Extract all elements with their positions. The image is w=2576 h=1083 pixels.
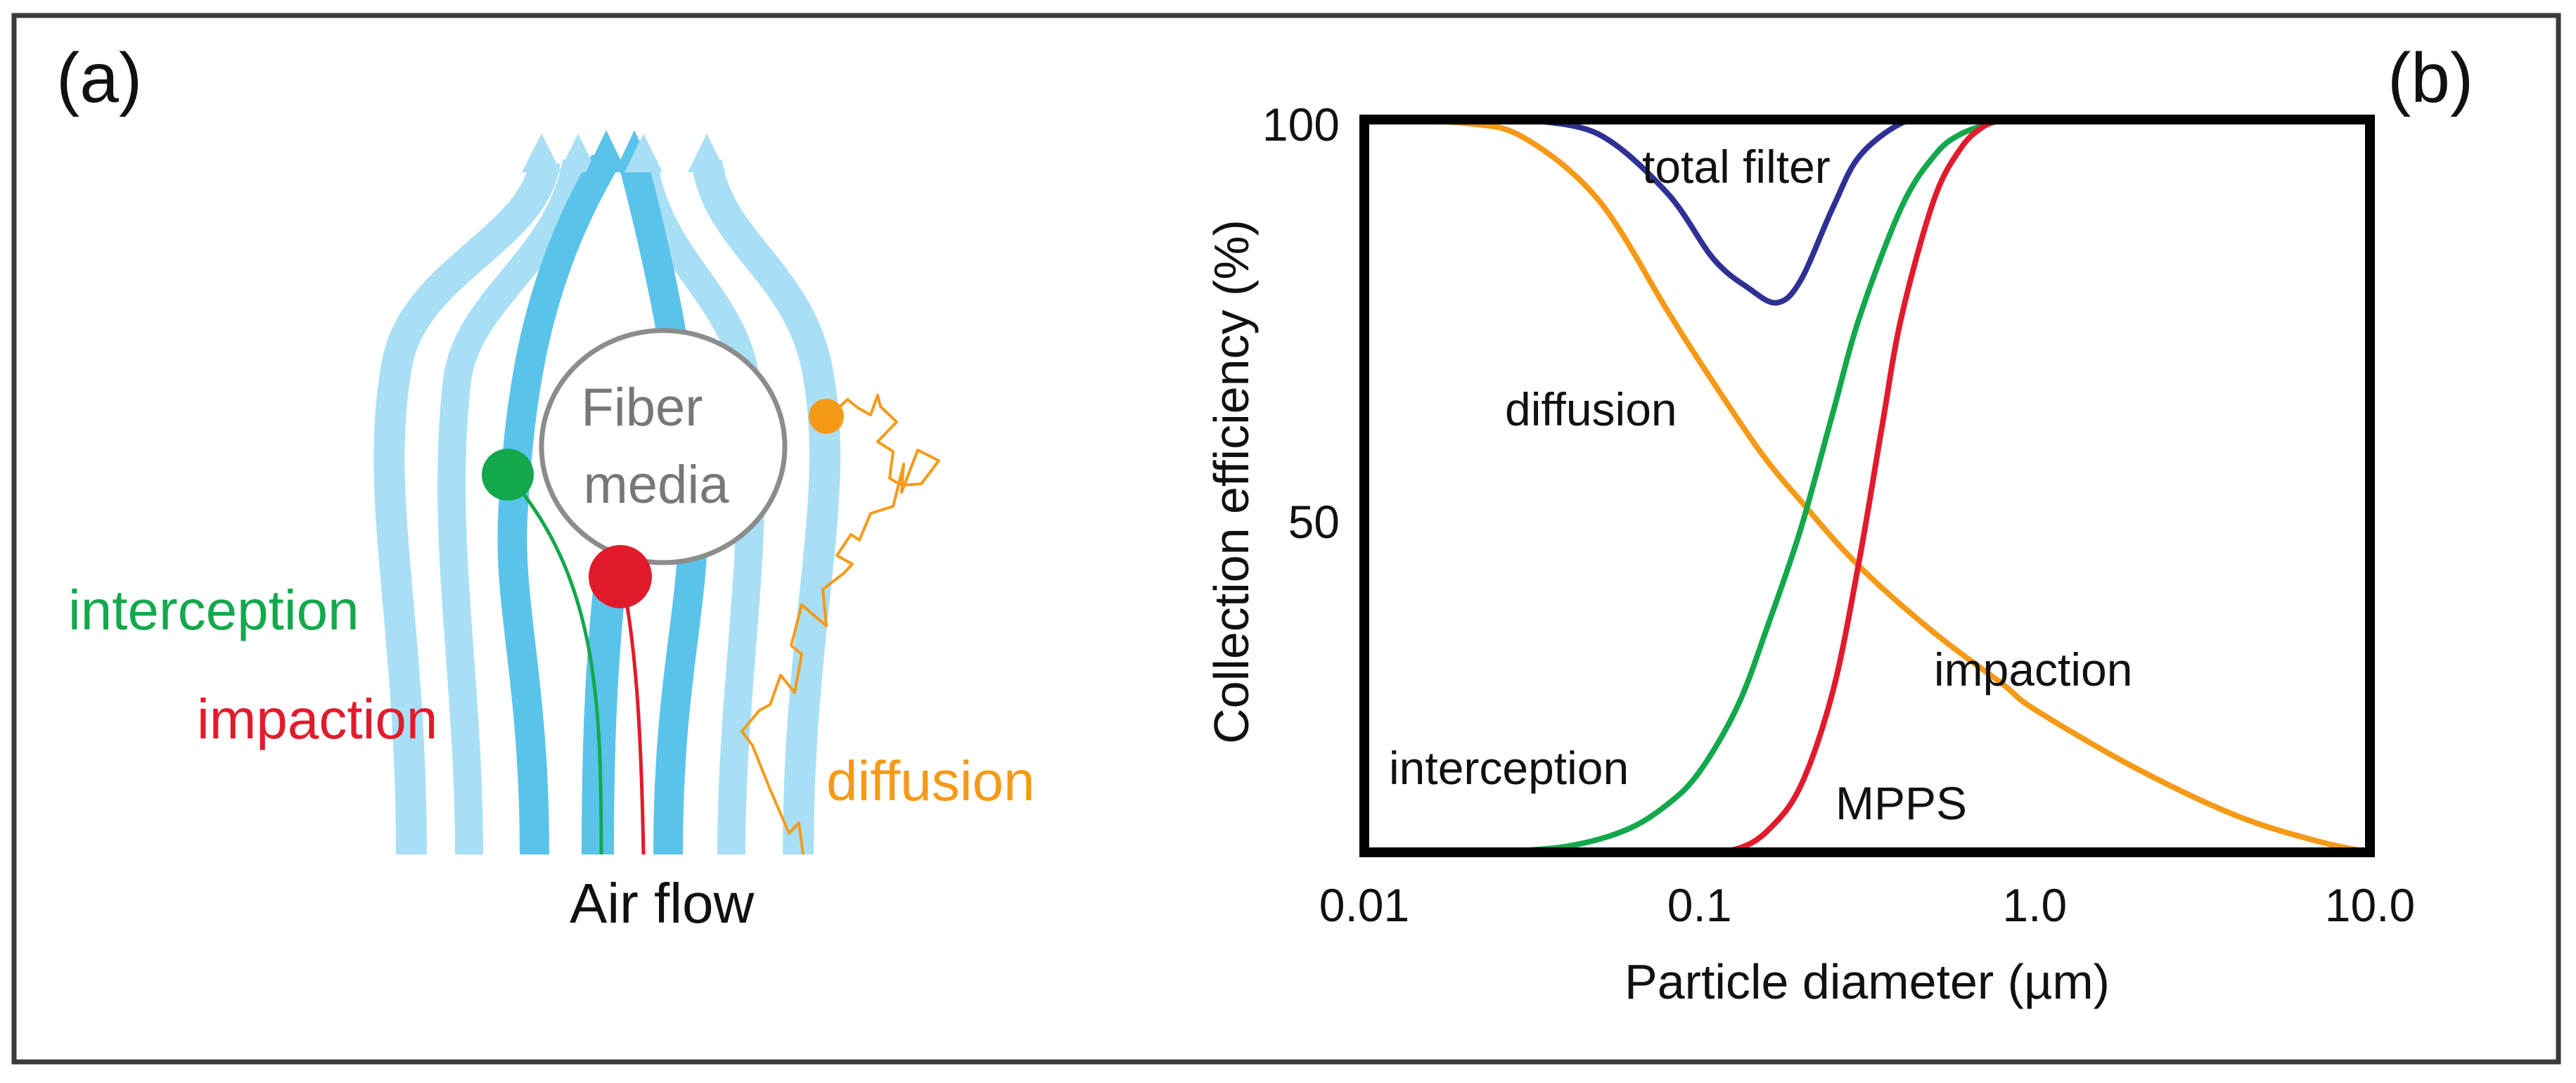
airflow-label: Air flow <box>570 872 754 935</box>
arrowhead-icon <box>522 134 561 172</box>
arrowhead-icon <box>688 134 726 172</box>
x-tick-label: 0.1 <box>1667 879 1732 931</box>
diffusion-annotation: diffusion <box>1505 383 1677 435</box>
diffusion-particle <box>809 399 844 434</box>
figure-frame <box>11 13 2561 1065</box>
curve-interception <box>1489 117 2006 855</box>
interception-label: interception <box>68 579 359 641</box>
impaction-label: impaction <box>197 688 437 750</box>
impaction-trajectory <box>620 579 646 855</box>
fiber-media-circle <box>539 328 788 565</box>
fiber-label-line1: Fiber <box>581 378 703 437</box>
impaction-particle <box>589 545 652 608</box>
x-tick-label: 1.0 <box>2002 879 2067 931</box>
panel-b-letter: (b) <box>2388 39 2473 117</box>
total-filter-annotation: total filter <box>1642 141 1831 193</box>
interception-trajectory <box>506 473 603 855</box>
curve-diffusion <box>1361 117 2373 855</box>
interception-particle <box>482 449 534 501</box>
panel-a-airflow-diagram: (a) Fiber media <box>56 39 1035 935</box>
y-tick-label: 100 <box>1262 98 1340 150</box>
streamline-left <box>437 159 591 855</box>
panel-a-letter: (a) <box>56 39 142 117</box>
interception-annotation: interception <box>1389 742 1629 794</box>
streamline-outer-left <box>373 158 560 855</box>
impaction-annotation: impaction <box>1934 643 2132 696</box>
x-tick-label: 10.0 <box>2325 879 2415 931</box>
x-tick-label: 0.01 <box>1319 879 1409 931</box>
arrowhead-icon <box>559 134 597 172</box>
panel-b-efficiency-chart: (b) 100 50 0.01 0.1 1.0 10.0 Particle di… <box>1204 39 2473 1009</box>
streamline-inner-left <box>497 154 618 855</box>
y-tick-label: 50 <box>1288 496 1340 548</box>
mpps-annotation: MPPS <box>1835 777 1967 829</box>
diffusion-label: diffusion <box>826 750 1035 812</box>
streamline-outer-right <box>691 159 840 855</box>
x-axis-label: Particle diameter (µm) <box>1625 954 2110 1009</box>
axis-ticks: 100 50 0.01 0.1 1.0 10.0 <box>1262 98 2415 931</box>
airflow-arrowheads <box>522 130 726 172</box>
fiber-label-line2: media <box>584 455 730 515</box>
diffusion-trajectory <box>741 394 940 855</box>
curve-impaction <box>1696 117 2006 855</box>
arrowhead-icon <box>624 134 662 172</box>
arrowhead-icon <box>586 130 627 172</box>
y-axis-label: Collection efficiency (%) <box>1204 219 1259 744</box>
plot-frame <box>1359 115 2375 857</box>
